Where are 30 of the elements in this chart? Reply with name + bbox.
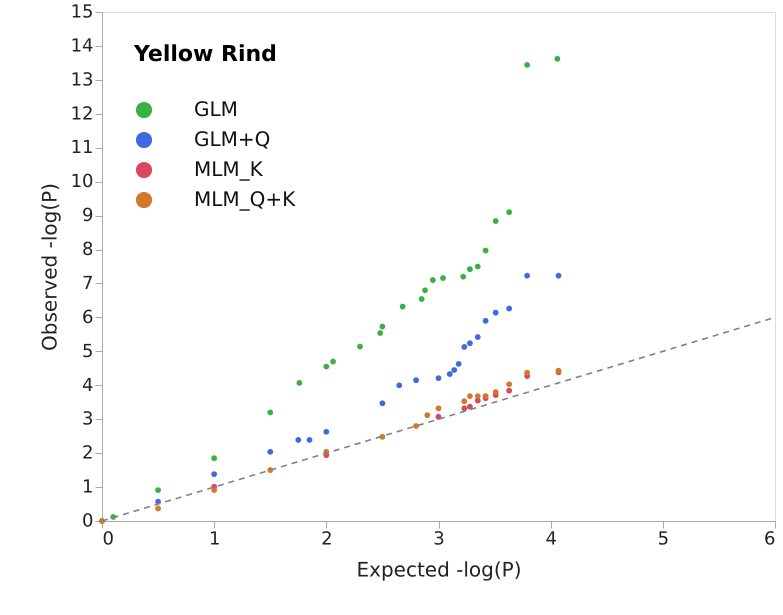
x-tick-label: 6 — [764, 528, 776, 550]
y-tick-label: 7 — [82, 272, 94, 294]
y-tick-label: 14 — [70, 35, 94, 56]
y-tick-label: 9 — [82, 205, 94, 226]
y-tick-label: 13 — [70, 69, 94, 90]
legend-label: MLM_Q+K — [194, 187, 296, 211]
legend-title: Yellow Rind — [133, 42, 277, 67]
y-tick-label: 5 — [82, 340, 94, 362]
x-axis-title: Expected -log(P) — [356, 558, 522, 582]
x-tick-label: 1 — [208, 528, 220, 550]
y-tick-label: 8 — [82, 239, 94, 260]
y-tick-label: 10 — [70, 171, 94, 192]
y-tick-label: 4 — [82, 374, 94, 396]
x-tick-label: 5 — [658, 528, 670, 550]
y-tick-label: 0 — [82, 510, 94, 532]
legend-label: MLM_K — [194, 157, 264, 181]
x-tick-label: 4 — [545, 528, 557, 550]
x-tick-label: 3 — [433, 528, 445, 550]
y-tick-label: 12 — [70, 103, 94, 124]
y-tick-label: 6 — [82, 306, 94, 328]
y-tick-label: 2 — [82, 442, 94, 464]
y-tick-label: 15 — [70, 2, 94, 22]
y-axis-title: Observed -log(P) — [38, 183, 62, 351]
legend-label: GLM — [194, 97, 238, 121]
y-tick-label: 1 — [82, 476, 94, 498]
legend-label: GLM+Q — [194, 127, 270, 151]
y-tick-label: 11 — [70, 137, 94, 158]
x-tick-label: 0 — [102, 528, 114, 550]
x-tick-label: 2 — [321, 528, 333, 550]
y-tick-label: 3 — [82, 408, 94, 430]
